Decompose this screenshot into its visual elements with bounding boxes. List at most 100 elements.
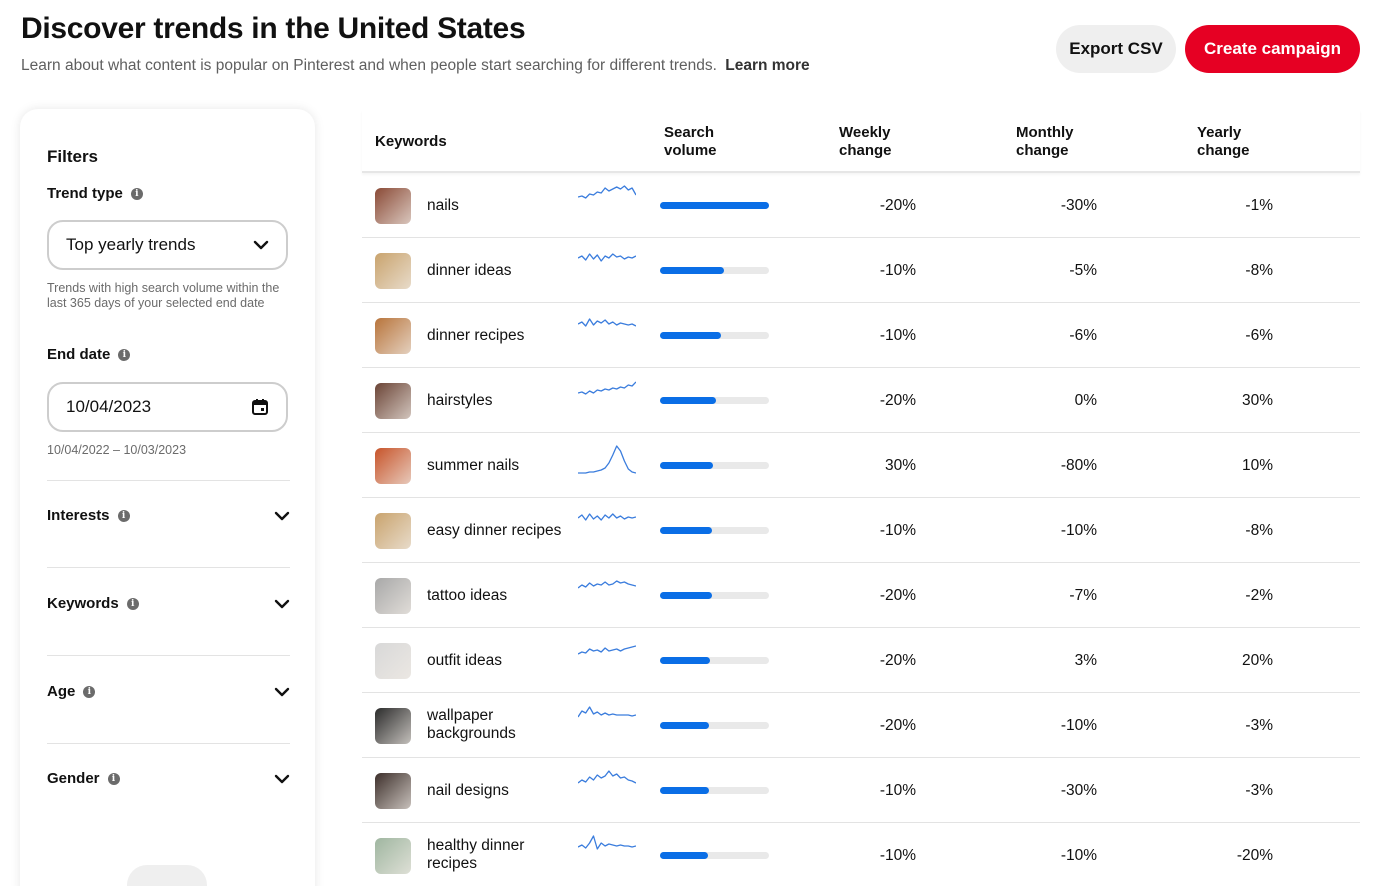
end-date-input[interactable]: 10/04/2023 — [47, 382, 288, 432]
info-icon[interactable]: i — [83, 685, 96, 698]
trend-sparkline — [578, 253, 636, 262]
yearly-change-value: 20% — [1241, 652, 1273, 669]
table-header: Keywords Search volume Weekly change Mon… — [362, 110, 1360, 173]
header-keywords[interactable]: Keywords — [375, 133, 447, 150]
apply-button[interactable] — [127, 865, 207, 886]
search-volume-bar — [660, 592, 769, 599]
table-row[interactable]: nail designs -10% -30% -3% — [362, 758, 1360, 823]
section-label-text: Age — [47, 683, 76, 700]
divider — [47, 743, 290, 744]
search-volume-fill — [660, 397, 716, 404]
table-row[interactable]: outfit ideas -20% 3% 20% — [362, 628, 1360, 693]
section-label: Interests i — [47, 507, 130, 524]
filter-section-age[interactable]: Age i — [47, 683, 290, 700]
monthly-change-value: 3% — [1074, 652, 1097, 669]
weekly-change-value: -20% — [879, 587, 916, 604]
info-icon[interactable]: i — [126, 597, 139, 610]
header-yearly-change[interactable]: Yearly change — [1197, 124, 1250, 159]
sparkline-path — [578, 185, 636, 199]
keyword-text[interactable]: outfit ideas — [427, 652, 502, 669]
header-monthly-change[interactable]: Monthly change — [1016, 124, 1074, 159]
keyword-text[interactable]: summer nails — [427, 457, 520, 474]
table-row[interactable]: nails -20% -30% -1% — [362, 173, 1360, 238]
section-label-text: Interests — [47, 507, 110, 524]
keyword-thumbnail — [375, 513, 411, 549]
search-volume-bar — [660, 462, 769, 469]
keyword-thumbnail — [375, 578, 411, 614]
monthly-change-value: -10% — [1060, 522, 1097, 539]
section-label-text: Keywords — [47, 595, 119, 612]
sparkline-path — [578, 580, 636, 589]
table-row[interactable]: dinner ideas -10% -5% -8% — [362, 238, 1360, 303]
header-search-volume[interactable]: Search volume — [664, 124, 717, 159]
yearly-change-value: -2% — [1245, 587, 1273, 604]
search-volume-fill — [660, 462, 714, 469]
weekly-change-value: 30% — [884, 457, 916, 474]
section-label: Keywords i — [47, 595, 139, 612]
table-row[interactable]: summer nails 30% -80% 10% — [362, 433, 1360, 498]
chevron-down-icon — [253, 240, 269, 250]
trends-table: Keywords Search volume Weekly change Mon… — [362, 110, 1360, 886]
filter-section-gender[interactable]: Gender i — [47, 770, 290, 787]
page-subtitle: Learn about what content is popular on P… — [21, 57, 810, 75]
table-body: nails -20% -30% -1% dinner ideas -10% -5% -8% di… — [362, 173, 1360, 886]
keyword-thumbnail — [375, 838, 411, 874]
table-row[interactable]: hairstyles -20% 0% 30% — [362, 368, 1360, 433]
export-csv-button[interactable]: Export CSV — [1056, 25, 1176, 73]
calendar-icon[interactable] — [251, 398, 269, 416]
table-row[interactable]: wallpaper backgrounds -20% -10% -3% — [362, 693, 1360, 758]
filters-panel: Filters Trend type i Top yearly trends T… — [20, 109, 315, 886]
weekly-change-value: -10% — [879, 782, 916, 799]
weekly-change-value: -20% — [879, 652, 916, 669]
keyword-thumbnail — [375, 253, 411, 289]
keyword-text[interactable]: nails — [427, 197, 459, 214]
search-volume-bar — [660, 722, 769, 729]
keyword-text[interactable]: healthy dinner recipes — [427, 837, 525, 872]
table-row[interactable]: easy dinner recipes -10% -10% -8% — [362, 498, 1360, 563]
yearly-change-value: -1% — [1245, 197, 1273, 214]
table-row[interactable]: tattoo ideas -20% -7% -2% — [362, 563, 1360, 628]
keyword-text[interactable]: wallpaper backgrounds — [427, 707, 516, 742]
info-icon[interactable]: i — [107, 772, 120, 785]
yearly-change-value: -6% — [1245, 327, 1273, 344]
filter-section-keywords[interactable]: Keywords i — [47, 595, 290, 612]
keyword-text[interactable]: nail designs — [427, 782, 509, 799]
trend-sparkline — [578, 318, 636, 327]
weekly-change-value: -20% — [879, 392, 916, 409]
table-row[interactable]: healthy dinner recipes -10% -10% -20% — [362, 823, 1360, 886]
yearly-change-value: -3% — [1245, 782, 1273, 799]
monthly-change-value: -7% — [1069, 587, 1097, 604]
keyword-text[interactable]: hairstyles — [427, 392, 493, 409]
keyword-text[interactable]: easy dinner recipes — [427, 522, 562, 539]
search-volume-fill — [660, 332, 722, 339]
info-icon[interactable]: i — [118, 348, 131, 361]
info-icon[interactable]: i — [130, 187, 143, 200]
chevron-down-icon — [274, 687, 290, 696]
search-volume-fill — [660, 657, 711, 664]
create-campaign-button[interactable]: Create campaign — [1185, 25, 1360, 73]
weekly-change-value: -10% — [879, 522, 916, 539]
filter-section-interests[interactable]: Interests i — [47, 507, 290, 524]
keyword-text[interactable]: tattoo ideas — [427, 587, 508, 604]
divider — [47, 655, 290, 656]
trend-sparkline — [578, 445, 636, 474]
table-row[interactable]: dinner recipes -10% -6% -6% — [362, 303, 1360, 368]
keyword-thumbnail — [375, 448, 411, 484]
trend-sparkline — [578, 770, 636, 784]
info-icon[interactable]: i — [117, 509, 130, 522]
search-volume-fill — [660, 592, 713, 599]
search-volume-fill — [660, 527, 713, 534]
header-weekly-change[interactable]: Weekly change — [839, 124, 892, 159]
section-label-text: Gender — [47, 770, 100, 787]
weekly-change-value: -10% — [879, 262, 916, 279]
weekly-change-value: -20% — [879, 717, 916, 734]
trend-type-select[interactable]: Top yearly trends — [47, 220, 288, 270]
learn-more-link[interactable]: Learn more — [725, 57, 810, 74]
keyword-text[interactable]: dinner recipes — [427, 327, 525, 344]
yearly-change-value: -20% — [1236, 847, 1273, 864]
weekly-change-value: -20% — [879, 197, 916, 214]
trend-sparkline — [578, 381, 636, 395]
subtitle-text: Learn about what content is popular on P… — [21, 57, 717, 74]
keyword-text[interactable]: dinner ideas — [427, 262, 512, 279]
sparkline-path — [578, 318, 636, 327]
